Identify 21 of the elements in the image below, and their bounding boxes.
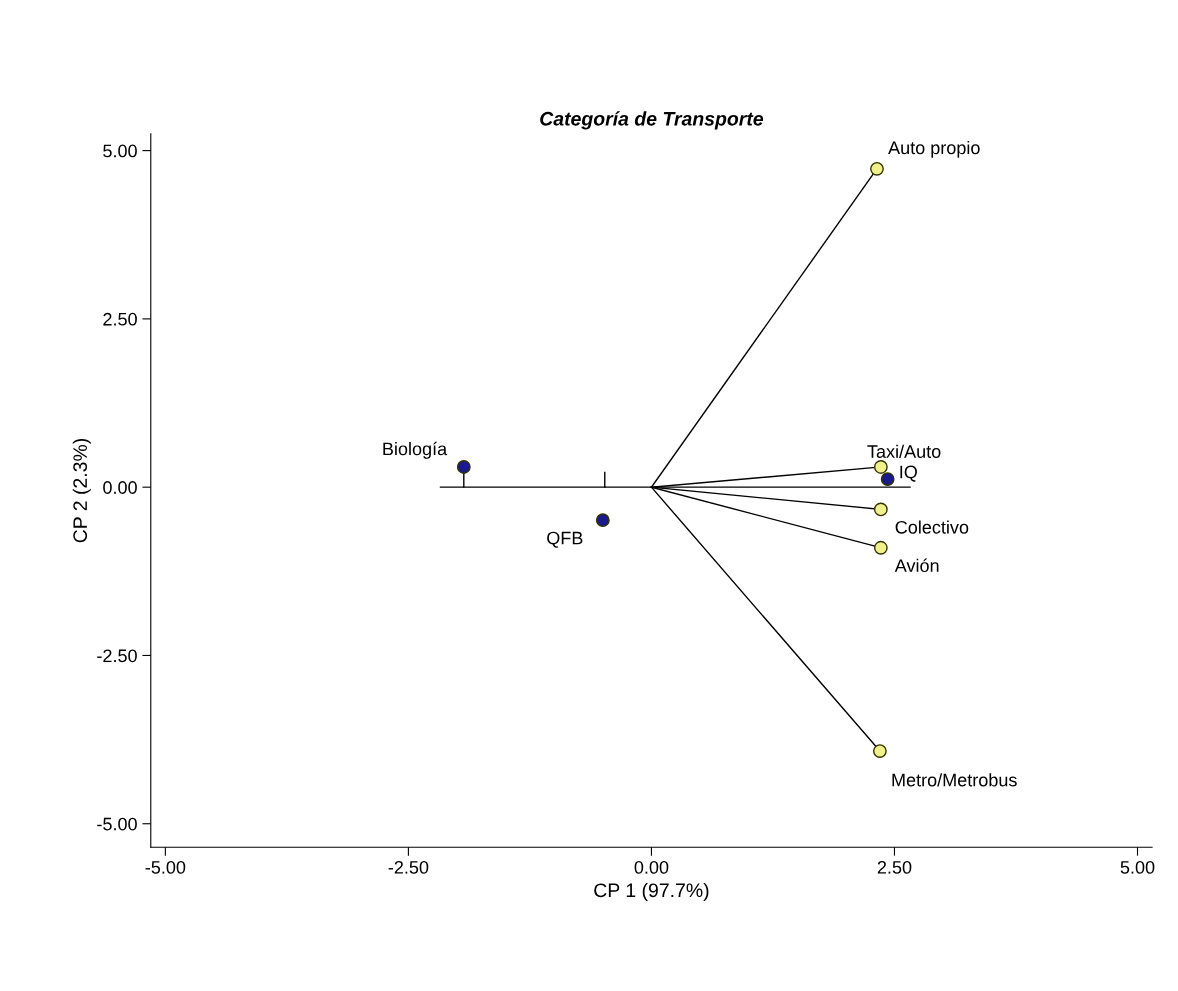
x-tick-label: 0.00 (634, 860, 669, 874)
y-tick-label: 5.00 (103, 144, 137, 158)
chart-title: Categoría de Transporte (540, 111, 764, 130)
annotation: Taxi/Auto (867, 444, 941, 458)
annotation: IQ (900, 465, 917, 482)
x-tick-label: 5.00 (1120, 860, 1155, 874)
y-tick-label: 2.50 (103, 312, 137, 326)
y-tick-label: 0.00 (103, 481, 137, 494)
annotation: Auto propio (888, 140, 980, 158)
annotation: Colectivo (895, 520, 969, 534)
x-tick-label: -2.50 (388, 860, 429, 874)
annotation: Metro/Metrobus (892, 773, 1017, 787)
y-tick-label: -2.50 (97, 649, 137, 663)
annotation: Biología (383, 441, 448, 459)
annotation: Avión (894, 558, 939, 573)
x-tick-label: 2.50 (877, 860, 912, 874)
annotation: QFB (547, 531, 583, 548)
x-tick-label: -5.00 (145, 860, 186, 874)
y-axis-title: CP 2 (2.3%) (72, 438, 91, 543)
y-tick-label: -5.00 (97, 817, 137, 831)
x-axis-title: CP 1 (97.7%) (594, 882, 709, 901)
